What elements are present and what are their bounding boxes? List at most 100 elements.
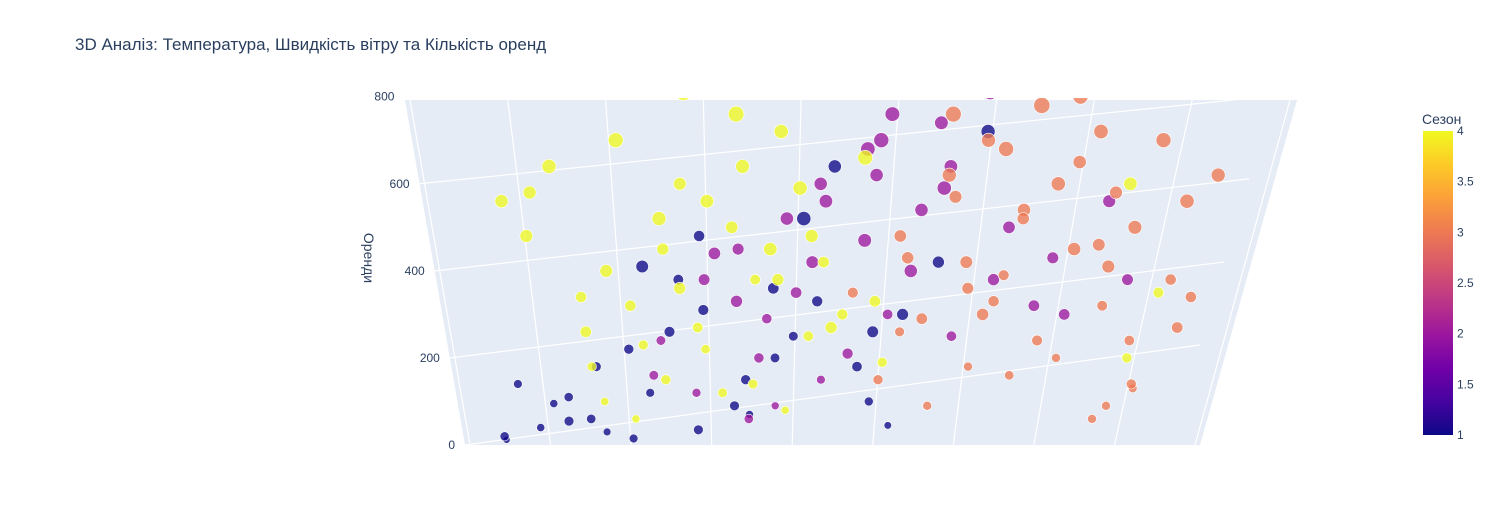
point-season-3-24[interactable] <box>1051 353 1061 363</box>
point-season-3-6[interactable] <box>894 326 905 337</box>
point-season-2-12[interactable] <box>753 352 765 364</box>
point-season-4-26[interactable] <box>660 374 672 386</box>
point-season-1-25[interactable] <box>896 308 909 321</box>
point-season-1-6[interactable] <box>623 343 635 355</box>
point-season-3-15[interactable] <box>1164 273 1177 286</box>
point-season-1-12[interactable] <box>563 415 575 427</box>
point-season-1-21[interactable] <box>788 331 799 342</box>
point-season-2-2[interactable] <box>731 242 745 256</box>
point-season-3-9[interactable] <box>1050 176 1066 192</box>
point-season-4-8[interactable] <box>651 211 667 226</box>
point-season-4-23[interactable] <box>519 229 533 243</box>
point-season-3-41[interactable] <box>1087 414 1097 424</box>
point-season-4-34[interactable] <box>637 339 649 351</box>
point-season-1-33[interactable] <box>628 433 639 444</box>
point-season-2-21[interactable] <box>761 313 773 325</box>
point-season-4-2[interactable] <box>656 242 670 256</box>
point-season-2-23[interactable] <box>903 263 918 278</box>
point-season-3-11[interactable] <box>1096 300 1108 312</box>
point-season-2-33[interactable] <box>841 347 854 360</box>
point-season-4-15[interactable] <box>522 185 537 200</box>
point-season-4-20[interactable] <box>792 180 808 196</box>
point-season-3-5[interactable] <box>1072 89 1089 105</box>
point-season-2-4[interactable] <box>813 176 828 191</box>
point-season-3-13[interactable] <box>1123 334 1135 346</box>
point-season-1-11[interactable] <box>499 431 510 442</box>
point-season-1-23[interactable] <box>851 361 863 373</box>
point-season-3-32[interactable] <box>1101 400 1111 411</box>
point-season-3-1[interactable] <box>893 229 907 243</box>
point-season-1-15[interactable] <box>729 400 740 411</box>
point-season-1-24[interactable] <box>863 396 874 407</box>
point-season-1-17[interactable] <box>635 259 649 274</box>
point-season-4-43[interactable] <box>824 321 838 334</box>
point-season-2-29[interactable] <box>1046 251 1060 264</box>
point-season-4-5[interactable] <box>773 124 789 139</box>
point-season-4-13[interactable] <box>836 308 849 321</box>
point-season-2-8[interactable] <box>816 375 826 385</box>
point-season-3-33[interactable] <box>1171 321 1184 334</box>
point-season-2-25[interactable] <box>1027 299 1040 312</box>
point-season-4-18[interactable] <box>700 344 711 355</box>
point-season-1-3[interactable] <box>513 379 523 389</box>
point-season-3-35[interactable] <box>1093 124 1109 140</box>
point-season-3-39[interactable] <box>1109 185 1123 200</box>
point-season-4-40[interactable] <box>1121 352 1133 364</box>
point-season-4-4[interactable] <box>735 159 750 174</box>
point-season-3-28[interactable] <box>987 295 1000 308</box>
point-season-2-9[interactable] <box>884 106 901 122</box>
point-season-3-0[interactable] <box>847 286 859 299</box>
point-season-3-3[interactable] <box>981 132 996 148</box>
point-season-3-34[interactable] <box>1126 378 1137 390</box>
point-season-4-0[interactable] <box>586 361 597 372</box>
point-season-2-26[interactable] <box>818 194 833 209</box>
point-season-3-42[interactable] <box>998 141 1014 157</box>
point-season-3-16[interactable] <box>1033 97 1051 114</box>
point-season-4-32[interactable] <box>876 356 888 368</box>
point-season-4-1[interactable] <box>624 299 637 312</box>
point-season-3-44[interactable] <box>997 269 1010 281</box>
point-season-3-25[interactable] <box>1210 167 1226 183</box>
point-season-2-27[interactable] <box>743 413 754 424</box>
point-season-3-29[interactable] <box>1031 334 1043 347</box>
point-season-3-8[interactable] <box>963 361 973 372</box>
point-season-4-9[interactable] <box>673 177 687 191</box>
point-season-1-22[interactable] <box>693 230 705 242</box>
point-season-4-31[interactable] <box>857 150 873 166</box>
point-season-2-16[interactable] <box>936 180 952 196</box>
point-season-2-31[interactable] <box>869 168 884 182</box>
point-season-4-33[interactable] <box>599 264 613 278</box>
point-season-2-14[interactable] <box>770 401 780 411</box>
point-season-2-13[interactable] <box>730 294 743 308</box>
point-season-2-30[interactable] <box>934 115 949 130</box>
point-season-3-40[interactable] <box>1185 291 1197 303</box>
point-season-3-27[interactable] <box>1127 220 1143 235</box>
point-season-3-14[interactable] <box>1179 193 1195 209</box>
point-season-4-29[interactable] <box>771 273 785 286</box>
point-season-4-17[interactable] <box>675 84 691 101</box>
point-season-4-27[interactable] <box>692 321 704 334</box>
point-season-1-10[interactable] <box>697 304 709 316</box>
point-season-4-21[interactable] <box>817 256 830 269</box>
point-season-3-23[interactable] <box>945 105 962 123</box>
point-season-1-16[interactable] <box>769 352 781 364</box>
point-season-1-1[interactable] <box>536 423 546 432</box>
point-season-3-19[interactable] <box>1072 155 1087 169</box>
point-season-1-5[interactable] <box>586 413 597 424</box>
point-season-4-22[interactable] <box>631 414 641 424</box>
point-season-2-22[interactable] <box>873 132 890 148</box>
point-season-3-36[interactable] <box>1004 370 1015 381</box>
point-season-2-36[interactable] <box>1058 308 1071 321</box>
point-season-3-21[interactable] <box>1016 212 1030 225</box>
point-season-1-34[interactable] <box>563 392 574 402</box>
point-season-3-17[interactable] <box>922 400 933 411</box>
point-season-3-2[interactable] <box>941 167 957 183</box>
point-season-2-19[interactable] <box>983 85 998 100</box>
point-season-1-2[interactable] <box>549 399 559 408</box>
point-season-3-20[interactable] <box>1101 259 1116 274</box>
point-season-3-30[interactable] <box>948 190 963 204</box>
point-season-4-36[interactable] <box>717 387 728 398</box>
point-season-2-20[interactable] <box>691 387 702 398</box>
point-season-4-28[interactable] <box>725 220 739 234</box>
point-season-2-17[interactable] <box>945 330 957 342</box>
